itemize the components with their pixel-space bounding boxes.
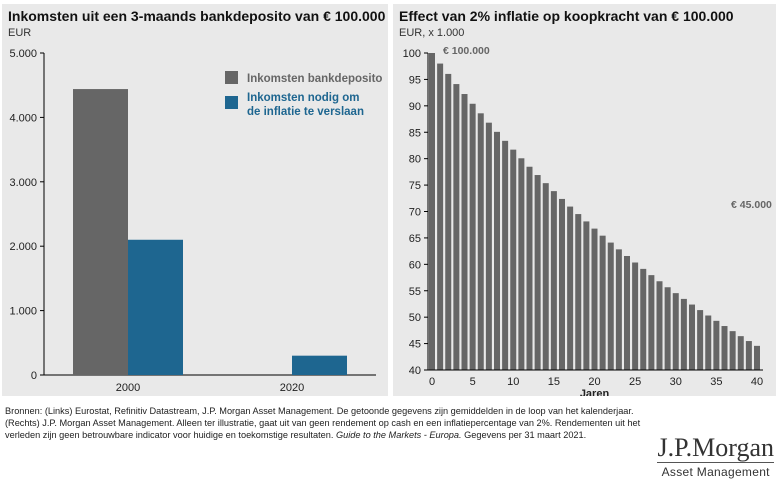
x-tick-label: 2020 — [280, 382, 304, 394]
right-chart: 40 45 50 55 60 65 70 75 80 85 90 95 100 0 5 10 15 20 25 30 3… — [403, 45, 772, 396]
bar-2000-series-0 — [73, 89, 128, 376]
footnote-text: Bronnen: (Links) Eurostat, Refinitiv Dat… — [5, 406, 641, 440]
right-chart-unit: EUR, x 1.000 — [399, 27, 465, 39]
legend-label-inflation-line1: Inkomsten nodig om — [247, 92, 359, 104]
bar-year-29 — [664, 287, 671, 370]
bar-year-2 — [445, 73, 452, 370]
y-tick-label: 45 — [409, 339, 421, 351]
bar-year-26 — [640, 268, 647, 370]
bar-year-3 — [453, 84, 460, 371]
y-tick-label: 5.000 — [9, 48, 37, 60]
y-tick-label: 50 — [409, 312, 421, 324]
bar-year-28 — [656, 281, 663, 370]
footnote-italic: Guide to the Markets - Europa. — [335, 430, 462, 440]
x-tick-label: 40 — [751, 376, 763, 388]
x-axis-title: Jaren — [580, 388, 610, 396]
bar-year-22 — [607, 242, 614, 370]
y-tick-label: 65 — [409, 233, 421, 245]
x-tick-label: 35 — [710, 376, 722, 388]
bar-year-10 — [510, 149, 517, 370]
bar-year-36 — [721, 326, 728, 370]
bar-year-15 — [550, 191, 557, 370]
bar-year-34 — [705, 315, 712, 370]
bar-2000-series-1 — [128, 239, 183, 375]
legend-label-inflation-line2: de inflatie te verslaan — [247, 106, 364, 118]
bar-year-37 — [729, 331, 736, 370]
legend-swatch-inflation — [225, 96, 238, 109]
bar-year-24 — [624, 255, 630, 370]
bar-year-6 — [477, 113, 484, 370]
bar-year-1 — [437, 63, 444, 371]
y-tick-label: 80 — [409, 154, 421, 166]
right-chart-title: Effect van 2% inflatie op koopkracht van… — [399, 8, 734, 24]
bar-year-27 — [648, 275, 655, 370]
x-tick-label: 2000 — [116, 382, 140, 394]
y-tick-label: 40 — [409, 365, 421, 377]
bar-year-14 — [542, 183, 549, 370]
x-tick-label: 25 — [629, 376, 641, 388]
y-tick-label: 70 — [409, 207, 421, 219]
logo-name: J.P.Morgan — [657, 433, 774, 463]
y-tick-label: 2.000 — [9, 241, 37, 253]
x-tick-label: 5 — [470, 376, 476, 388]
bar-year-25 — [632, 262, 639, 370]
bar-year-0 — [429, 53, 435, 370]
y-tick-label: 85 — [409, 127, 421, 139]
annotation-start: € 100.000 — [443, 45, 490, 57]
y-tick-label: 55 — [409, 286, 421, 298]
bar-year-40 — [754, 345, 760, 370]
bar-year-35 — [713, 320, 720, 370]
y-tick-label: 0 — [31, 370, 37, 382]
right-chart-panel: Effect van 2% inflatie op koopkracht van… — [393, 4, 776, 396]
x-tick-label: 0 — [429, 376, 435, 388]
x-tick-label: 20 — [588, 376, 600, 388]
left-chart-title: Inkomsten uit een 3-maands bankdeposito … — [8, 8, 386, 24]
bar-year-32 — [689, 304, 695, 370]
bar-year-20 — [591, 228, 598, 370]
bar-year-12 — [526, 166, 533, 370]
left-chart: 0 1.000 2.000 3.000 4.000 5.000 2000 2020 Inkoms… — [9, 48, 382, 394]
bar-year-8 — [494, 131, 500, 370]
bar-year-17 — [567, 206, 574, 370]
left-chart-unit: EUR — [8, 27, 32, 39]
bar-year-30 — [672, 293, 679, 370]
y-tick-label: 1.000 — [9, 306, 37, 318]
bar-year-23 — [615, 249, 622, 370]
bar-year-18 — [575, 214, 582, 370]
jpmorgan-logo: J.P.Morgan Asset Management — [657, 434, 774, 479]
legend-swatch-deposit — [225, 71, 238, 84]
y-tick-label: 95 — [409, 74, 421, 86]
footnote-end: Gegevens per 31 maart 2021. — [461, 430, 587, 440]
y-tick-label: 60 — [409, 259, 421, 271]
bar-year-38 — [737, 336, 744, 370]
x-tick-label: 10 — [507, 376, 519, 388]
x-tick-label: 15 — [548, 376, 560, 388]
footnote: Bronnen: (Links) Eurostat, Refinitiv Dat… — [5, 405, 665, 441]
bar-2020-series-1 — [292, 355, 347, 375]
bar-year-19 — [583, 221, 590, 370]
bar-year-21 — [599, 235, 606, 370]
bar-year-33 — [697, 310, 704, 370]
bar-year-13 — [534, 175, 541, 370]
bar-year-9 — [502, 140, 509, 370]
logo-sub: Asset Management — [661, 465, 770, 479]
bar-year-7 — [485, 122, 492, 370]
y-tick-label: 4.000 — [9, 112, 37, 124]
bar-year-4 — [461, 94, 468, 370]
left-chart-panel: Inkomsten uit een 3-maands bankdeposito … — [2, 4, 388, 396]
bar-year-39 — [745, 341, 752, 370]
bar-year-31 — [680, 298, 687, 370]
y-tick-label: 90 — [409, 101, 421, 113]
annotation-end: € 45.000 — [731, 199, 772, 211]
x-tick-label: 30 — [670, 376, 682, 388]
bar-year-16 — [559, 198, 565, 370]
y-tick-label: 75 — [409, 180, 421, 192]
y-tick-label: 100 — [403, 48, 421, 60]
y-tick-label: 3.000 — [9, 177, 37, 189]
bar-year-5 — [469, 103, 476, 371]
bar-year-11 — [518, 158, 525, 370]
legend-label-deposit: Inkomsten bankdeposito — [247, 73, 382, 85]
